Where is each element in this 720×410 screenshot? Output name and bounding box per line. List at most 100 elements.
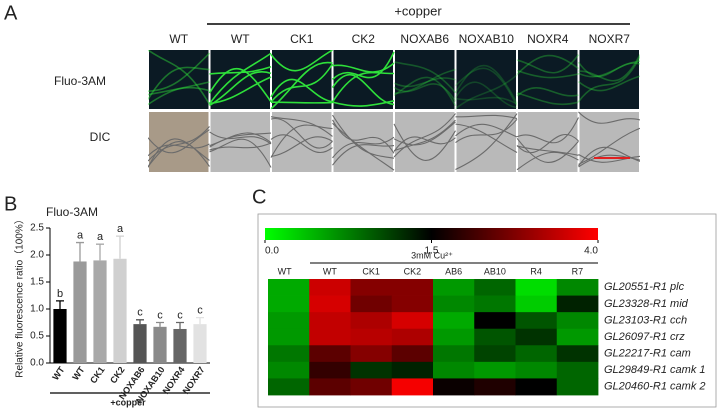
error-bar: [116, 235, 124, 259]
heatmap-cell: [350, 295, 393, 313]
hypha: [455, 123, 518, 138]
heatmap-cell: [350, 345, 393, 363]
heatmap-cell: [391, 361, 434, 379]
bar: [53, 309, 67, 363]
column-label: NOXAB10: [459, 32, 515, 46]
hypha: [209, 142, 272, 151]
heatmap-cell: [556, 361, 599, 379]
heatmap-cell: [309, 279, 351, 296]
hypha: [270, 134, 333, 154]
hypha: [209, 71, 272, 107]
heatmap-cell: [515, 295, 558, 313]
row-label: GL23328-R1 mid: [604, 298, 689, 310]
hypha: [148, 50, 211, 105]
heatmap-cell: [515, 361, 558, 379]
hypha: [332, 114, 395, 159]
error-bar: [196, 316, 204, 325]
fluo-image: [456, 50, 516, 109]
hypha: [209, 132, 272, 148]
hypha: [393, 136, 456, 152]
hypha: [577, 56, 640, 103]
heatmap-cell: [391, 295, 434, 313]
heatmap-cell: [350, 312, 393, 330]
heatmap-cell: [433, 279, 475, 296]
significance-label: a: [117, 223, 124, 235]
hypha: [270, 136, 333, 158]
colorbar: [265, 228, 598, 240]
heatmap-cell: [556, 328, 599, 346]
hypha: [455, 123, 518, 153]
hypha: [455, 114, 518, 120]
column-label: WT: [231, 32, 250, 46]
hypha: [393, 77, 456, 88]
error-bar: [156, 321, 164, 327]
dic-image: [210, 112, 270, 172]
row-label: GL20460-R1 camk 2: [604, 381, 706, 393]
hypha: [148, 143, 210, 157]
column-label: WT: [323, 266, 337, 276]
hypha: [208, 67, 272, 103]
heatmap-cell: [515, 328, 558, 346]
panel-label: A: [4, 2, 18, 24]
hypha: [332, 119, 395, 154]
heatmap-cell: [556, 345, 599, 363]
heatmap-cell: [515, 312, 558, 330]
heatmap-cell: [309, 345, 351, 363]
heatmap-cell: [433, 378, 475, 396]
heatmap-cell: [474, 328, 516, 346]
heatmap-cell: [515, 345, 558, 363]
hypha: [516, 151, 579, 171]
heatmap-cell: [515, 279, 558, 296]
hypha: [148, 141, 210, 168]
error-bar: [176, 321, 184, 329]
hypha: [578, 60, 640, 78]
fluo-image: [579, 50, 639, 109]
hypha: [148, 129, 210, 154]
y-tick-label: 1.0: [30, 304, 44, 315]
heatmap-cell: [350, 361, 393, 379]
hypha: [516, 54, 580, 74]
hypha: [270, 118, 333, 149]
heatmap-cell: [268, 378, 310, 396]
hypha: [516, 92, 579, 106]
column-label: AB6: [445, 266, 462, 276]
panel-label: B: [4, 193, 17, 215]
heatmap-cell: [350, 279, 393, 296]
significance-label: c: [157, 309, 163, 321]
bar: [153, 326, 167, 363]
hypha: [393, 121, 456, 146]
heatmap-cell: [309, 312, 351, 330]
colorbar-tick-label: 0.0: [265, 246, 279, 257]
heatmap-cell: [391, 279, 434, 296]
hypha: [331, 71, 395, 103]
heatmap-cell: [268, 345, 310, 363]
row-label: GL23103-R1 cch: [604, 314, 687, 326]
group-label: 3mM Cu²⁺: [411, 250, 453, 260]
column-label: R4: [530, 266, 542, 276]
error-bar: [136, 319, 144, 325]
heatmap-cell: [474, 279, 516, 296]
significance-label: b: [57, 288, 63, 300]
hypha: [393, 61, 457, 94]
hypha: [393, 119, 456, 152]
hypha: [331, 51, 395, 80]
hypha: [455, 96, 518, 105]
column-label: CK2: [404, 266, 422, 276]
hypha: [332, 136, 395, 159]
hypha: [454, 67, 518, 107]
hypha: [332, 144, 395, 166]
panel-frame: [257, 213, 717, 408]
column-label: R7: [572, 266, 584, 276]
hypha: [578, 54, 640, 82]
bar: [133, 324, 147, 363]
hypha: [148, 52, 211, 92]
hypha: [332, 100, 395, 107]
panel-label: C: [252, 186, 266, 208]
column-label: CK1: [290, 32, 314, 46]
hypha: [148, 81, 210, 96]
row-label: GL20551-R1 plc: [604, 281, 685, 293]
heatmap-cell: [556, 312, 599, 330]
y-tick-label: 0.5: [30, 331, 44, 342]
hypha: [516, 137, 579, 163]
